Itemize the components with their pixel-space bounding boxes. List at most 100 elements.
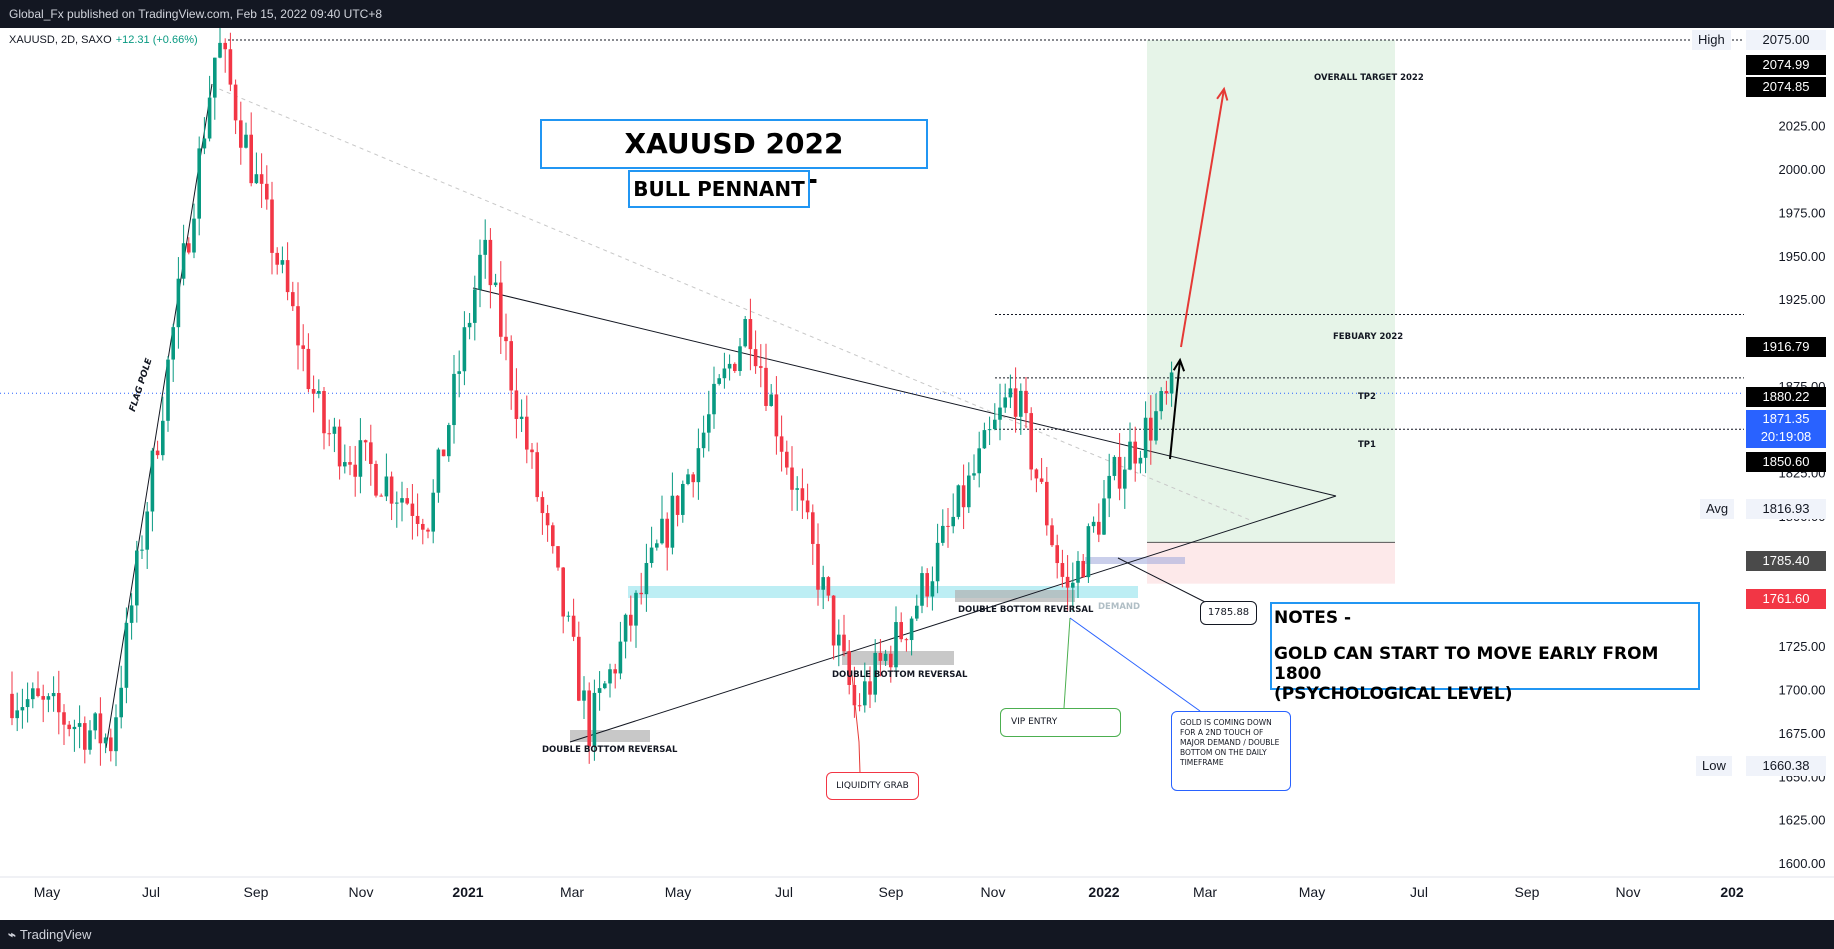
candle-body [982,430,987,449]
candle-body [717,378,721,384]
candle-body [1034,469,1039,479]
time-tick-label: May [1299,884,1325,900]
candle-body [20,707,25,711]
vip-entry-callout: VIP ENTRY [1000,708,1121,737]
demand-label: DEMAND [1098,602,1141,612]
candle-body [119,687,123,718]
target-price-box-b: 2074.85 [1746,77,1826,97]
candle-body [1154,411,1158,441]
candle-body [421,523,425,530]
candle-body [707,414,711,433]
candle-body [1133,441,1137,464]
price-tick-label: 1700.00 [1779,683,1826,698]
candle-body [753,349,758,367]
candle-body [774,394,779,437]
candle-body [306,348,311,390]
candle-body [738,346,742,372]
candle-body [88,730,92,750]
candle-body [10,693,14,719]
candle-body [31,688,35,700]
candle-body [15,710,19,719]
price-tick-label: 1975.00 [1779,205,1826,220]
tp1-label: TP1 [1358,440,1376,450]
candle-body [192,218,196,253]
candle-body [239,120,243,148]
price-tick-label: 1950.00 [1779,249,1826,264]
notes-heading: NOTES - [1274,608,1352,628]
footer-brand: TradingView [19,927,92,942]
candle-body [790,467,794,490]
candle-body [296,306,300,346]
time-tick-label: Mar [560,884,584,900]
candle-body [577,636,581,701]
candle-body [920,573,924,606]
candle-body [41,696,45,700]
candle-body [327,433,331,435]
double-bottom-zone-3 [955,590,1075,602]
candle-body [623,614,628,642]
candle-body [894,622,898,668]
candle-body [618,641,623,674]
candle-body [311,389,316,394]
candle-body [660,518,664,544]
candle-body [696,448,701,483]
candle-body [332,426,337,434]
candle-body [291,292,295,307]
candle-body [103,737,108,744]
candle-body [1159,391,1163,412]
candle-body [1097,521,1101,535]
avg-price-box: 1816.93 [1746,499,1826,519]
candle-body [935,542,940,582]
candle-body [878,652,883,661]
candle-body [129,605,134,623]
time-tick-label: Sep [879,884,904,900]
candle-body [478,254,482,290]
candle-body [566,615,571,617]
time-tick-label: Mar [1193,884,1217,900]
candle-body [67,724,71,730]
candle-body [202,138,207,149]
candle-body [384,476,389,497]
candle-body [72,726,77,730]
candle-body [889,653,893,668]
candle-body [426,529,430,532]
last-price-box: 1871.35 20:19:08 [1746,410,1826,448]
february-price-box: 1916.79 [1746,337,1826,357]
candle-body [1107,475,1111,499]
target-price-box-a: 2074.99 [1746,55,1826,75]
candle-body [733,363,737,372]
candle-body [644,563,649,595]
overall-target-label: OVERALL TARGET 2022 [1314,73,1424,83]
candle-body [181,243,186,279]
candle-body [519,416,524,419]
stop-zone [1147,542,1395,584]
time-tick-label: Nov [349,884,374,900]
price-chart[interactable]: 1600.001625.001650.001675.001700.001725.… [0,28,1834,920]
pattern-title: BULL PENNANT [628,170,810,208]
candle-body [842,634,846,652]
candle-body [1086,526,1091,578]
candle-body [805,500,810,513]
vip-entry-text: VIP ENTRY [1011,717,1058,727]
candle-body [727,363,732,369]
price-change: +12.31 (+0.66%) [115,34,198,46]
candle-body [280,260,285,265]
pennant-lower-line [569,495,1337,743]
candle-body [62,712,66,725]
target-zone [1147,40,1395,543]
double-bottom-label-1: DOUBLE BOTTOM REVERSAL [542,745,678,755]
candle-body [675,495,680,515]
candle-body [1091,521,1096,527]
candle-body [748,319,753,350]
candle-body [769,394,773,406]
candle-body [1149,417,1153,441]
candle-body [665,518,669,548]
candle-body [603,683,607,689]
vip-leader [1063,617,1071,709]
price-tick-label: 1725.00 [1779,639,1826,654]
time-tick-label: 2022 [1088,884,1119,900]
forecast-title: XAUUSD 2022 FORECAST [540,119,928,206]
candle-body [265,183,269,200]
double-bottom-label-2: DOUBLE BOTTOM REVERSAL [832,670,968,680]
candle-body [977,448,981,474]
